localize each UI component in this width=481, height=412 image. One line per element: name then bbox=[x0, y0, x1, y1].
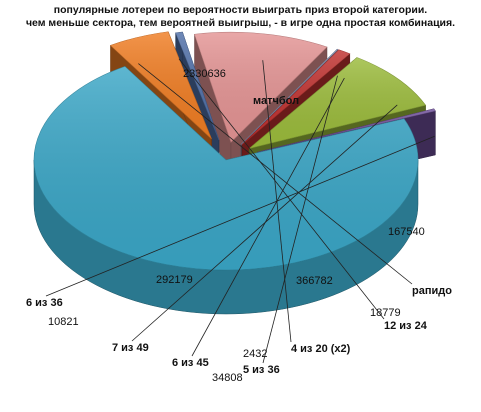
category-label-6-из-36: 6 из 36 bbox=[26, 297, 63, 309]
chart-title-line-2: чем меньше сектора, тем вероятней выигры… bbox=[25, 17, 456, 29]
pie-slice-матчбол bbox=[33, 65, 419, 315]
category-label-5-из-36: 5 из 36 bbox=[243, 364, 280, 376]
category-label-матчбол: матчбол bbox=[253, 95, 299, 107]
category-label-рапидо: рапидо bbox=[412, 285, 452, 297]
leader-line-6-из-36 bbox=[45, 135, 435, 297]
value-label-матчбол: 2330636 bbox=[183, 68, 226, 80]
value-label-6-из-45: 34808 bbox=[212, 372, 243, 384]
leader-line-5-из-36 bbox=[262, 75, 338, 364]
value-label-5-из-36: 2432 bbox=[243, 348, 267, 360]
value-label-12-из-24: 18779 bbox=[370, 307, 401, 319]
category-label-6-из-45: 6 из 45 bbox=[172, 357, 209, 369]
category-label-12-из-24: 12 из 24 bbox=[384, 320, 428, 332]
leader-line-рапидо bbox=[138, 63, 413, 285]
chart-title-line-1: популярные лотереи по вероятности выигра… bbox=[53, 4, 428, 16]
value-label-6-из-36: 10821 bbox=[48, 316, 79, 328]
leader-line-6-из-45 bbox=[191, 77, 345, 357]
value-label-4-из-20-(x2): 366782 bbox=[296, 275, 333, 287]
chart-title: популярные лотереи по вероятности выигра… bbox=[0, 4, 481, 30]
category-label-4-из-20-(x2): 4 из 20 (x2) bbox=[291, 343, 351, 355]
category-label-7-из-49: 7 из 49 bbox=[112, 342, 149, 354]
leader-line-12-из-24 bbox=[178, 58, 385, 320]
value-label-рапидо: 167540 bbox=[388, 226, 425, 238]
leader-line-7-из-49 bbox=[131, 104, 398, 342]
value-label-7-из-49: 292179 bbox=[156, 274, 193, 286]
